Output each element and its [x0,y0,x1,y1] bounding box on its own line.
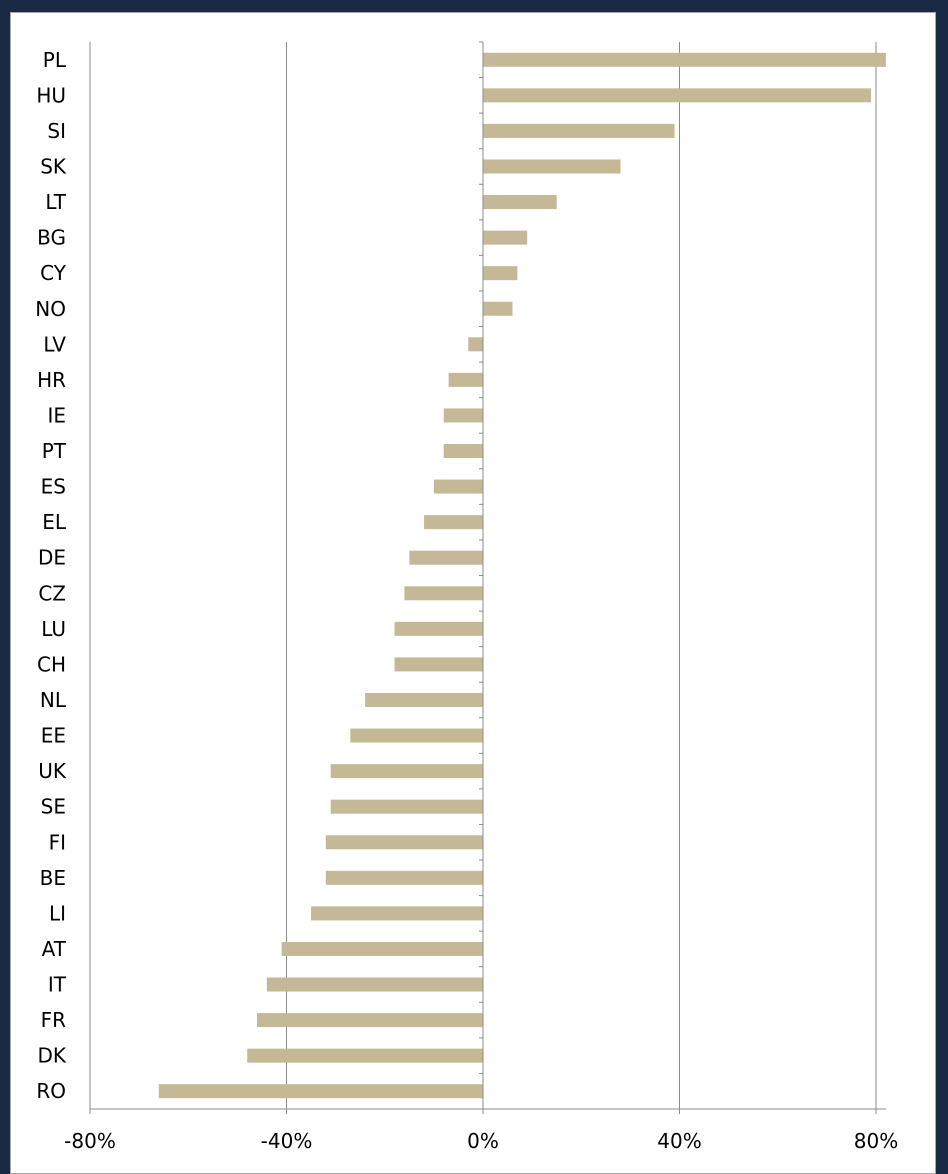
bar-ee [350,728,483,743]
x-tick-label-4: 80% [854,1129,898,1153]
bar-ch [394,657,483,672]
x-tick-label-2: 0% [467,1129,499,1153]
category-label-hr: HR [37,368,66,392]
bar-se [330,799,483,814]
bar-at [281,941,483,956]
bar-hu [483,88,872,103]
bar-nl [365,692,483,707]
category-label-ie: IE [47,403,66,427]
category-label-fr: FR [41,1008,67,1032]
bar-sk [483,159,621,174]
category-label-ro: RO [36,1079,66,1103]
bar-cz [404,586,483,601]
x-tick-label-1: -40% [261,1129,313,1153]
category-label-si: SI [47,119,66,143]
category-label-se: SE [41,795,66,819]
bar-bg [483,230,528,245]
bar-lv [468,337,483,352]
bar-lt [483,195,557,210]
category-label-lv: LV [43,332,66,356]
bar-it [266,977,483,992]
category-label-cy: CY [40,261,67,285]
bar-el [424,515,483,530]
bar-pl [483,52,886,67]
bar-be [325,870,483,885]
category-labels: PL HU SI SK LT BG CY NO LV HR IE PT ES EL DE CZ LU CH NL EE… [35,48,67,1103]
category-label-be: BE [40,866,66,890]
bar-cy [483,266,518,281]
bar-uk [330,764,483,779]
category-label-pl: PL [43,48,67,72]
bars [158,52,886,1099]
bar-no [483,301,513,316]
x-tick-label-0: -80% [64,1129,116,1153]
category-label-fi: FI [49,830,66,854]
category-label-de: DE [38,546,66,570]
category-label-it: IT [48,973,67,997]
category-label-lu: LU [41,617,66,641]
category-label-hu: HU [36,83,66,107]
bar-fr [257,1013,483,1028]
bar-ie [443,408,483,423]
category-label-no: NO [35,297,66,321]
bar-de [409,550,483,565]
x-tick-labels: -80% -40% 0% 40% 80% [64,1129,898,1153]
bar-es [433,479,483,494]
gridlines [89,42,877,1109]
axes [89,41,886,1114]
bar-pt [443,444,483,459]
category-label-lt: LT [45,190,66,214]
category-label-at: AT [42,937,67,961]
category-label-pt: PT [42,439,67,463]
bar-li [311,906,483,921]
category-label-li: LI [49,901,66,925]
category-label-bg: BG [37,226,66,250]
bar-ro [158,1084,483,1099]
x-tick-label-3: 40% [657,1129,701,1153]
category-label-ch: CH [37,652,66,676]
category-label-dk: DK [37,1044,66,1068]
category-label-ee: EE [41,724,66,748]
bar-hr [448,372,483,387]
bar-lu [394,621,483,636]
category-label-el: EL [42,510,67,534]
category-label-cz: CZ [38,581,66,605]
category-label-es: ES [41,475,66,499]
category-label-sk: SK [40,154,67,178]
bar-dk [247,1048,483,1063]
category-label-nl: NL [40,688,67,712]
category-label-uk: UK [38,759,67,783]
bar-si [483,123,675,138]
bar-fi [325,835,483,850]
